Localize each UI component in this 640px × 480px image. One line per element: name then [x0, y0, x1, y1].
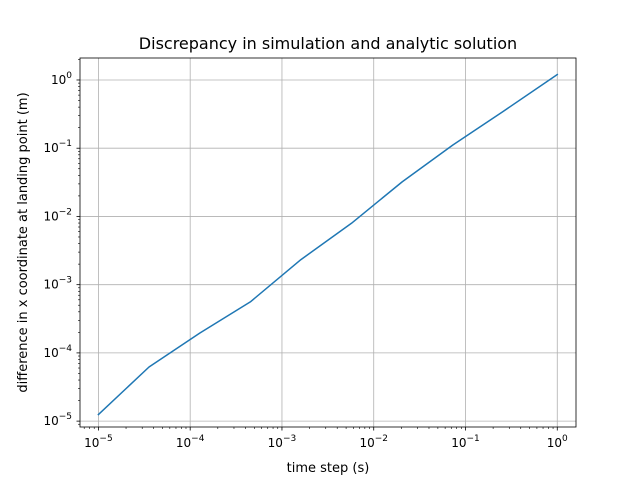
y-tick-label-base: 10 [43, 141, 58, 155]
y-tick-label-exponent: −1 [59, 139, 72, 149]
y-tick-label-exponent: −5 [59, 412, 72, 422]
y-tick-label: 10−5 [43, 412, 72, 428]
series-layer [97, 73, 559, 416]
x-tick-label-exponent: −1 [466, 434, 479, 444]
y-axis-label: difference in x coordinate at landing po… [16, 92, 31, 392]
x-tick-label-base: 10 [547, 436, 562, 450]
x-tick-label: 10−3 [268, 434, 297, 450]
x-tick-label-base: 10 [176, 436, 191, 450]
y-tick-label: 10−1 [43, 139, 72, 155]
x-tick-label-exponent: −4 [191, 434, 205, 444]
x-tick-label-base: 10 [84, 436, 99, 450]
y-tick-label: 100 [51, 71, 72, 87]
ticks: 10−5 10−4 10−3 10−2 10−1 10010−510−410−310−21… [43, 59, 568, 450]
grid [80, 58, 576, 427]
series-line [97, 73, 559, 416]
y-tick-label-exponent: −2 [59, 207, 72, 217]
x-tick-label-base: 10 [268, 436, 283, 450]
x-tick-label: 10−2 [359, 434, 388, 450]
x-axis-label: time step (s) [287, 461, 370, 476]
y-tick-label-base: 10 [43, 414, 58, 428]
y-tick-label-base: 10 [43, 209, 58, 223]
x-tick-label: 10−1 [451, 434, 480, 450]
x-tick-label: 10−4 [176, 434, 205, 450]
y-tick-label-base: 10 [51, 73, 66, 87]
y-tick-label: 10−2 [43, 207, 72, 223]
plot-frame [79, 57, 577, 428]
y-tick-label-exponent: −3 [59, 276, 72, 286]
x-tick-label-exponent: −3 [283, 434, 296, 444]
x-tick-label-base: 10 [359, 436, 374, 450]
x-tick-label-exponent: −2 [375, 434, 388, 444]
x-tick-label-exponent: 0 [562, 434, 568, 444]
x-tick-label: 10−5 [84, 434, 113, 450]
y-tick-label-exponent: −4 [59, 344, 73, 354]
y-tick-label: 10−3 [43, 276, 72, 292]
y-tick-label: 10−4 [43, 344, 72, 360]
x-tick-label-exponent: −5 [99, 434, 112, 444]
y-tick-label-base: 10 [43, 278, 58, 292]
y-tick-label-exponent: 0 [66, 71, 72, 81]
x-tick-label: 100 [547, 434, 568, 450]
chart-title: Discrepancy in simulation and analytic s… [139, 34, 517, 53]
x-tick-label-base: 10 [451, 436, 466, 450]
y-tick-label-base: 10 [43, 346, 58, 360]
